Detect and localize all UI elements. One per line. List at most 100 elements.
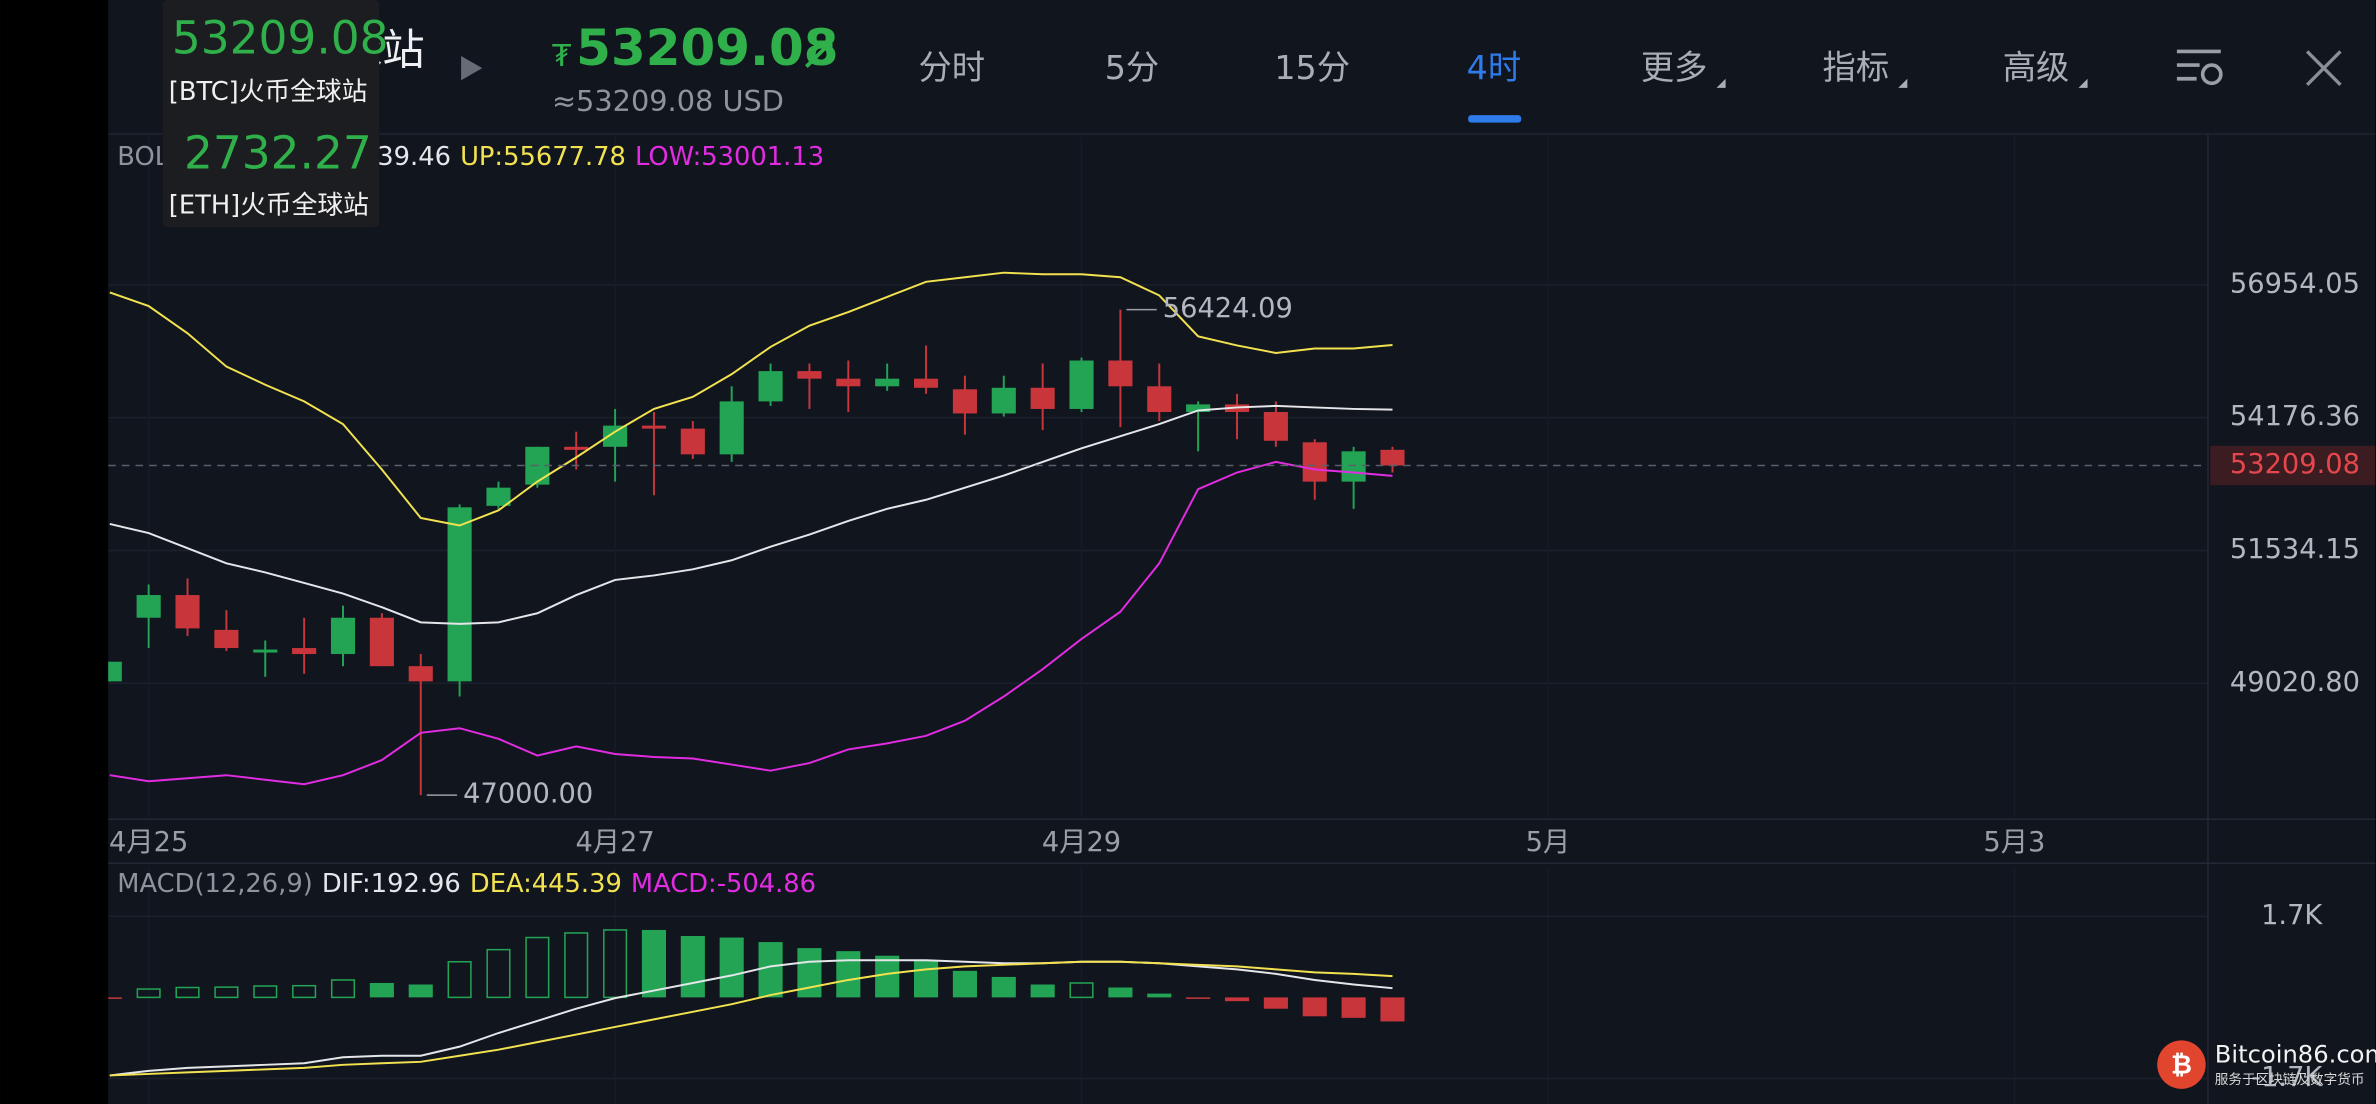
y-tick-label: -1.7K (2251, 1062, 2323, 1093)
boll-line (109, 404, 1393, 625)
macd-bar (758, 942, 783, 998)
candle-body (330, 617, 356, 655)
legend-label: DEA:445.39 (470, 869, 622, 899)
candle-body (1147, 386, 1172, 412)
expand-arrow[interactable] (461, 56, 483, 81)
popup-market: [ETH]火币全球站 (169, 190, 369, 220)
tab[interactable]: 15分 (1274, 48, 1350, 87)
macd-bar (214, 986, 239, 999)
left-edge (0, 0, 109, 1104)
tab-bar: 分时 5分 15分 4时 更多 指标 高级 (918, 48, 2088, 123)
candle-body (108, 661, 122, 682)
candle-body (369, 617, 394, 667)
candle-body (1186, 404, 1211, 412)
watermark-logo-glyph: ₿ (2171, 1051, 2192, 1081)
candle-body (214, 629, 239, 649)
x-tick-label: 5月3 (1983, 827, 2045, 858)
candle-body (952, 389, 977, 414)
close-button[interactable] (2305, 50, 2342, 86)
candle-body (1380, 449, 1405, 466)
x-tick-label: 4月29 (1042, 827, 1121, 858)
popup-price: 2732.27 (184, 126, 372, 179)
trend-arrow (805, 40, 833, 68)
macd-bar (1263, 997, 1288, 1009)
boll-line (109, 271, 1393, 527)
watermark-logo (2157, 1040, 2206, 1089)
candle-body (1069, 360, 1094, 409)
y-tick-label: 49020.80 (2230, 667, 2360, 698)
macd-bar (486, 948, 511, 999)
candle-body (836, 378, 861, 387)
candle-body (1030, 387, 1055, 409)
tab[interactable]: 4时 (1467, 48, 1521, 87)
candle-body (641, 425, 667, 429)
y-tick-label: 51534.15 (2230, 534, 2360, 565)
candle-body (680, 428, 705, 455)
settings-icon[interactable] (2176, 49, 2223, 86)
macd-bar (525, 936, 550, 999)
macd-bar (1030, 984, 1055, 998)
annotation-label: 47000.00 (463, 779, 593, 810)
legend-label: MACD(12,26,9) (117, 869, 312, 899)
macd-bar (253, 985, 278, 999)
candle-body (1341, 451, 1366, 482)
watermark-slogan: 服务于区块链及数字货币 (2215, 1071, 2365, 1088)
popup-box (162, 0, 380, 228)
macd-bar (136, 988, 161, 999)
watermark: ₿ Bitcoin86.com 服务于区块链及数字货币 (2157, 1040, 2376, 1089)
tab[interactable]: 指标 (1823, 48, 1890, 87)
macd-bar (175, 986, 200, 999)
candle-body (991, 387, 1016, 414)
macd-bar (1108, 987, 1133, 998)
tab[interactable]: 更多 (1641, 48, 1708, 87)
macd-bar (1224, 997, 1250, 1002)
annotation-label: 56424.09 (1163, 293, 1293, 324)
macd-bar (952, 970, 977, 998)
macd-bar (680, 936, 705, 998)
macd-bar (836, 951, 861, 998)
currency-symbol: ₮ (552, 39, 571, 74)
watermark-site: Bitcoin86.com (2215, 1041, 2376, 1069)
macd-pane (108, 866, 2208, 1104)
tab-indicator (1468, 115, 1522, 123)
y-tick-label: 54176.36 (2230, 401, 2360, 432)
tab[interactable]: 5分 (1105, 48, 1159, 87)
last-price: 53209.08 (576, 19, 838, 77)
candle-body (1263, 411, 1288, 441)
macd-bar (369, 982, 394, 998)
macd-bar (292, 984, 317, 999)
macd-bar (1186, 997, 1211, 999)
legend-label: DIF:192.96 (322, 869, 461, 899)
macd-bar (1341, 997, 1366, 1018)
legend-label: LOW:53001.13 (635, 142, 824, 172)
macd-bar (719, 937, 744, 998)
macd-line (109, 960, 1393, 1077)
macd-bar (875, 955, 900, 998)
candle-body (1108, 360, 1133, 387)
price-popup: 53209.08 [BTC]火币全球站 2732.27 [ETH]火币全球站 (162, 0, 389, 228)
candle-body (253, 649, 278, 653)
tab[interactable]: 分时 (918, 48, 985, 87)
macd-bar (1302, 997, 1327, 1017)
macd-bar (1069, 982, 1094, 999)
last-price-tag (2210, 445, 2376, 486)
price-pane (108, 136, 2208, 818)
candle-body (797, 371, 822, 379)
macd-bar (447, 960, 472, 999)
candle-body (292, 648, 317, 655)
boll-line (109, 460, 1393, 786)
candle-body (913, 378, 939, 388)
macd-bar (330, 979, 356, 999)
candle-body (1302, 442, 1327, 482)
popup-price: 53209.08 (172, 11, 389, 64)
macd-bar (108, 997, 122, 999)
candle-body (447, 507, 472, 682)
tab[interactable]: 高级 (2003, 48, 2070, 87)
legend-label: MACD:-504.86 (631, 869, 816, 899)
candle-body (603, 425, 628, 447)
plot: 56954.05 54176.36 51534.15 49020.80 4月25 4月27… (108, 136, 2376, 1104)
macd-bar (913, 960, 939, 998)
macd-bar (1380, 997, 1405, 1022)
x-tick-label: 5月 (1526, 827, 1571, 858)
